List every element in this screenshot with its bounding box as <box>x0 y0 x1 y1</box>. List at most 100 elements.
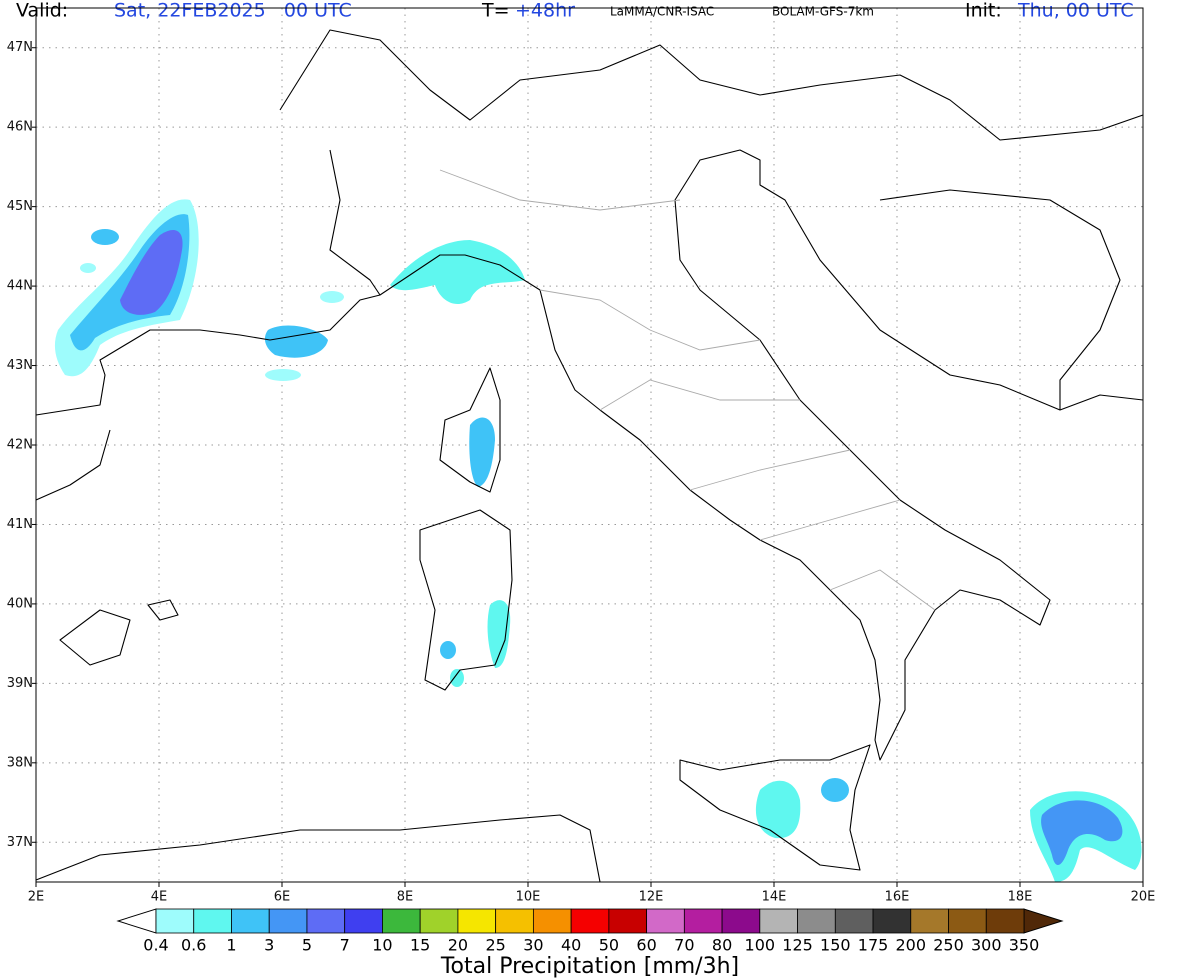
colorbar-label: 30 <box>523 936 543 955</box>
colorbar-label: 15 <box>410 936 430 955</box>
colorbar-box <box>532 908 572 934</box>
colorbar-box <box>985 908 1025 934</box>
coastline <box>35 149 1144 761</box>
rain-area <box>440 641 456 659</box>
colorbar-label: 0.4 <box>143 936 168 955</box>
colorbar-label: 125 <box>782 936 813 955</box>
y-tick-label: 45N <box>7 199 33 214</box>
rain-area <box>469 417 495 487</box>
coastline <box>439 367 501 493</box>
precipitation <box>54 199 1142 882</box>
colorbar-title: Total Precipitation [mm/3h] <box>440 954 739 979</box>
colorbar-box <box>306 908 346 934</box>
rain-area <box>821 778 849 802</box>
region-border <box>439 169 936 611</box>
x-tick-label: 10E <box>516 890 541 905</box>
colorbar-box <box>570 908 610 934</box>
rain-area <box>265 369 301 381</box>
colorbar-box <box>419 908 459 934</box>
colorbar-label: 50 <box>599 936 619 955</box>
rain-area <box>487 600 511 668</box>
colorbar-box <box>608 908 648 934</box>
colorbar-box <box>268 908 308 934</box>
coastline <box>679 744 871 871</box>
colorbar-label: 200 <box>896 936 927 955</box>
colorbar-label: 0.6 <box>181 936 206 955</box>
y-tick-label: 37N <box>7 835 33 850</box>
header: Valid: Sat, 22FEB2025 00 UTC T= +48hr La… <box>16 0 1134 22</box>
colorbar-box <box>797 908 836 934</box>
colorbar-label: 5 <box>302 936 312 955</box>
init-time: Thu, 00 UTC <box>1017 0 1134 22</box>
x-tick-label: 2E <box>28 890 45 905</box>
step: +48hr <box>515 0 575 22</box>
coastline <box>59 599 179 666</box>
colorbar-label: 10 <box>372 936 392 955</box>
valid-time: Sat, 22FEB2025 00 UTC <box>114 0 352 22</box>
colorbar-under <box>116 908 157 934</box>
x-tick-label: 20E <box>1131 890 1156 905</box>
colorbar-box <box>872 908 912 934</box>
x-tick-label: 12E <box>639 890 664 905</box>
rain-area <box>264 325 328 358</box>
x-tick-label: 8E <box>397 890 414 905</box>
x-tick-label: 4E <box>151 890 168 905</box>
colorbar-label: 150 <box>820 936 851 955</box>
border <box>879 189 1121 410</box>
colorbar-box <box>344 908 383 934</box>
colorbar-box <box>457 908 497 934</box>
y-tick-label: 42N <box>7 438 33 453</box>
colorbar-label: 70 <box>674 936 694 955</box>
rain-area <box>320 291 344 303</box>
rain-area <box>390 240 525 305</box>
colorbar-label: 20 <box>448 936 468 955</box>
x-tick-label: 14E <box>762 890 787 905</box>
map-frame <box>35 7 1144 883</box>
x-tick-label: 18E <box>1008 890 1033 905</box>
colorbar-label: 1 <box>226 936 236 955</box>
y-tick-label: 47N <box>7 40 33 55</box>
colorbar-box <box>231 908 270 934</box>
coastlines <box>35 29 1144 883</box>
colorbar-box <box>193 908 232 934</box>
colorbar-box <box>834 908 874 934</box>
colorbar-label: 300 <box>971 936 1002 955</box>
colorbar-label: 3 <box>264 936 274 955</box>
rain-area <box>450 669 464 687</box>
colorbar-box <box>910 908 949 934</box>
colorbar: Total Precipitation [mm/3h] 0.4 0.6 1 3 5 7 10… <box>116 908 1064 979</box>
rain-area <box>91 229 119 245</box>
border <box>279 29 1144 141</box>
source: LaMMA/CNR-ISAC <box>610 5 714 19</box>
rain-area <box>1041 800 1123 866</box>
model: BOLAM-GFS-7km <box>772 5 874 19</box>
colorbar-box <box>495 908 534 934</box>
colorbar-label: 25 <box>485 936 505 955</box>
valid-label: Valid: <box>16 0 68 22</box>
colorbar-box <box>155 908 195 934</box>
colorbar-label: 250 <box>933 936 964 955</box>
colorbar-box <box>759 908 798 934</box>
rain-area <box>755 780 801 839</box>
colorbar-label: 80 <box>712 936 732 955</box>
colorbar-label: 175 <box>858 936 889 955</box>
border <box>329 149 381 296</box>
colorbar-label: 100 <box>745 936 776 955</box>
y-tick-label: 39N <box>7 676 33 691</box>
y-tick-label: 41N <box>7 517 33 532</box>
y-tick-label: 46N <box>7 120 33 135</box>
coastline <box>35 429 111 501</box>
colorbar-label: 7 <box>340 936 350 955</box>
y-tick-label: 44N <box>7 279 33 294</box>
colorbar-box <box>948 908 987 934</box>
grid <box>32 8 1144 887</box>
y-tick-label: 43N <box>7 358 33 373</box>
colorbar-label: 60 <box>636 936 656 955</box>
colorbar-box <box>646 908 685 934</box>
colorbar-label: 350 <box>1009 936 1040 955</box>
init-label: Init: <box>965 0 1002 22</box>
x-tick-label: 6E <box>274 890 291 905</box>
coastline <box>35 814 601 883</box>
